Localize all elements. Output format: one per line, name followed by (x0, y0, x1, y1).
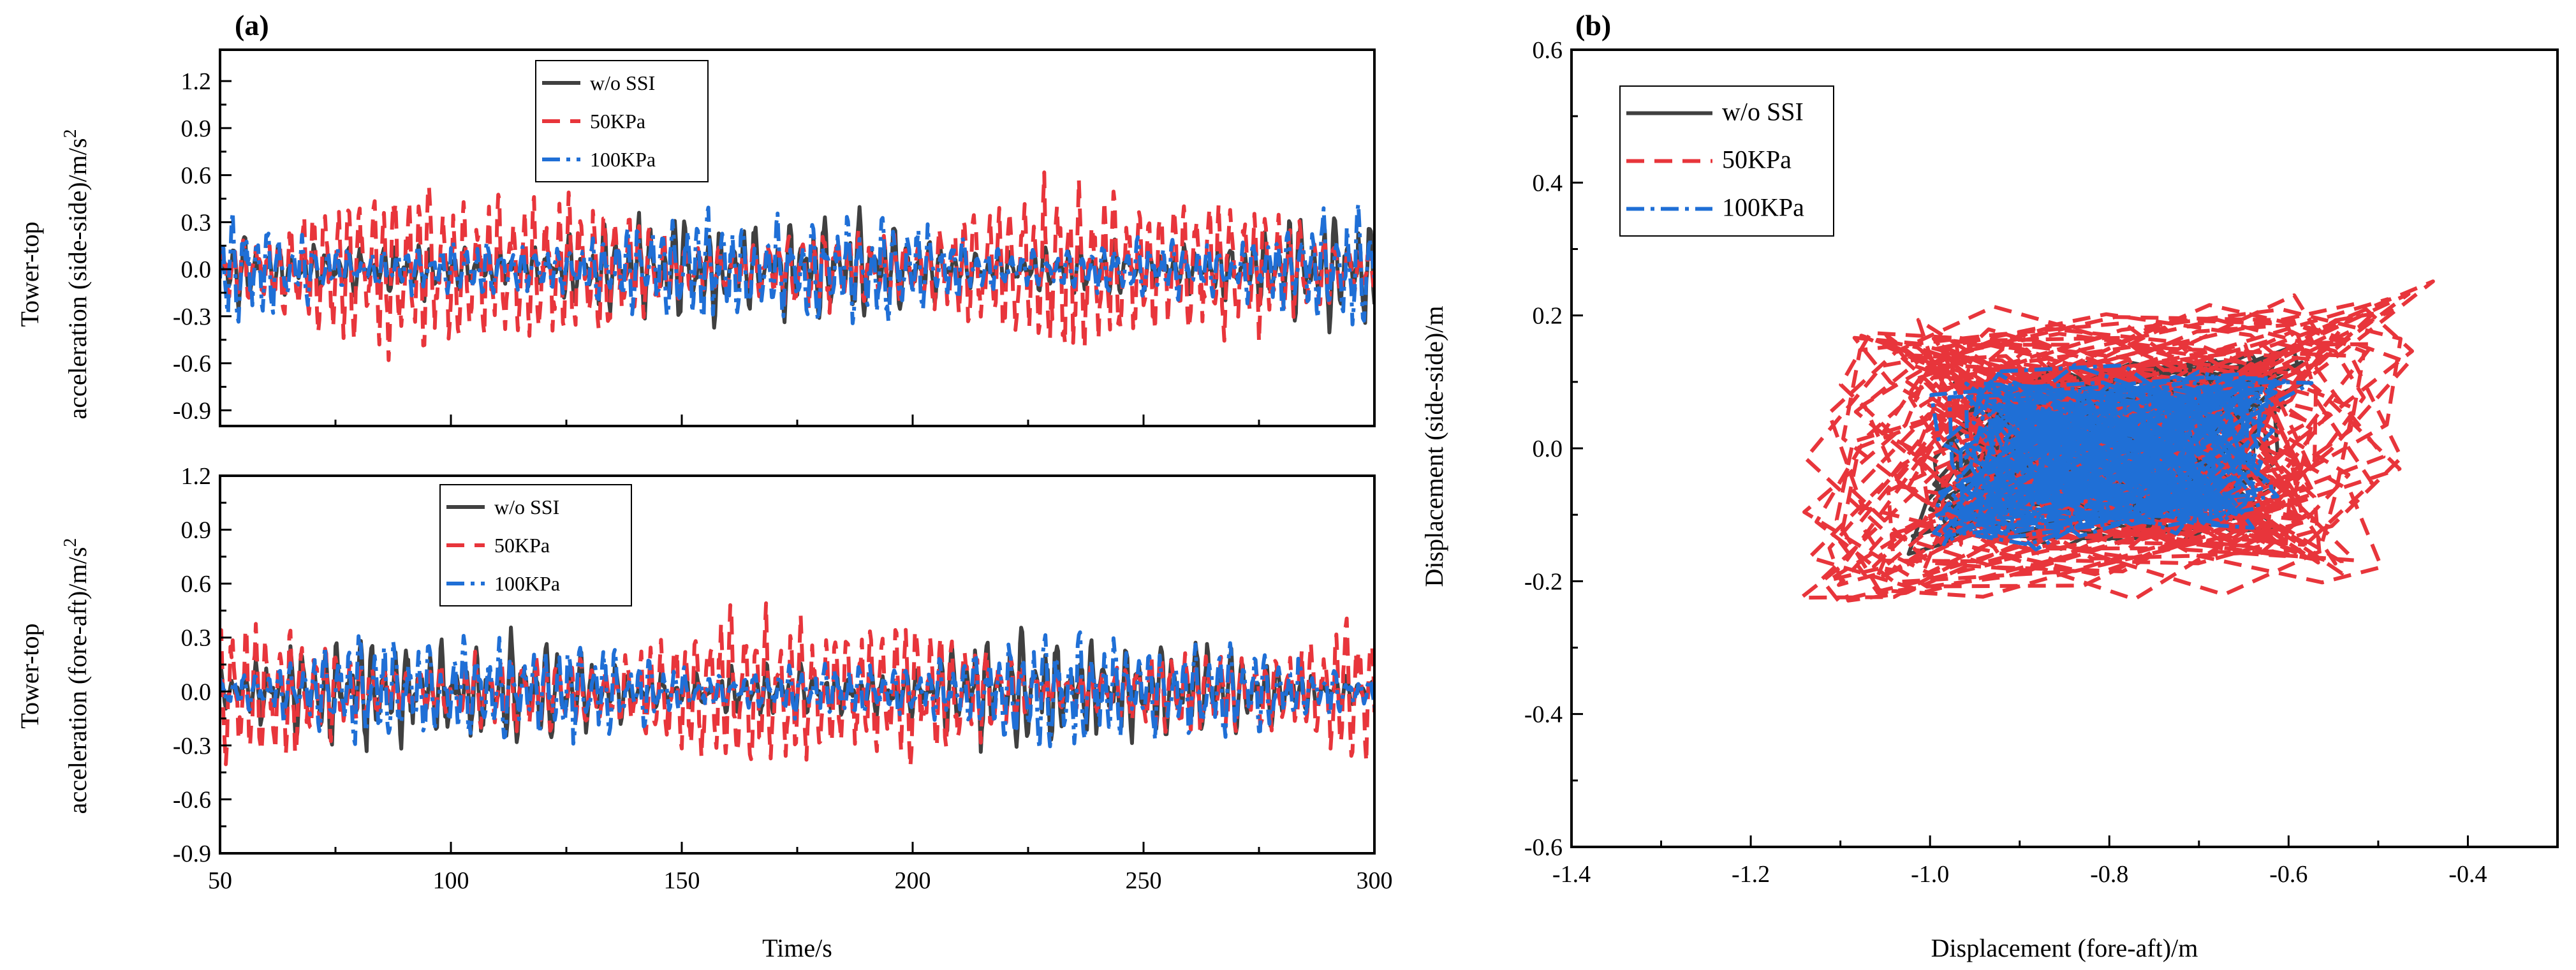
orbit-line-100kpa (1929, 363, 2314, 552)
legend-box (439, 484, 632, 606)
legend: w/o SSI 50KPa 100KPa (535, 60, 709, 182)
y-tick-label: 0.4 (1533, 170, 1563, 196)
y-axis-label-text: acceleration (side-side)/m/s (63, 138, 92, 420)
x-tick-label: 50 (208, 867, 232, 894)
x-tick-label: 250 (1126, 867, 1162, 894)
y-tick-label: -0.3 (173, 733, 211, 760)
y-tick-label: 0.6 (1533, 37, 1563, 64)
legend-entry: w/o SSI (590, 71, 655, 94)
y-tick-label: 1.2 (181, 68, 212, 95)
y-tick-label: -0.9 (173, 841, 211, 867)
x-tick-label: -1.4 (1552, 861, 1591, 888)
y-tick-label: -0.2 (1524, 568, 1563, 595)
chart-a-bottom: 50 100 150 200 250 300 -0.9 -0.6 -0.3 0.0 0.3 0.6 0.… (15, 463, 1393, 962)
y-axis-label-line2: acceleration (side-side)/m/s2 (61, 129, 92, 420)
legend-entry: 100KPa (1722, 193, 1804, 222)
y-tick-label: 0.3 (181, 625, 212, 652)
y-tick-label: 0.0 (1533, 436, 1563, 462)
x-tick-label: 300 (1357, 867, 1393, 894)
y-tick-label: -0.9 (173, 397, 211, 424)
chart-a-top: -0.9 -0.6 -0.3 0.0 0.3 0.6 0.9 1.2 Tower-top ac… (15, 48, 1376, 427)
plot-frame (219, 48, 1376, 427)
legend: w/o SSI 50KPa 100KPa (1619, 85, 1834, 237)
x-tick-label: 150 (664, 867, 700, 894)
series-line-100kpa (220, 630, 1374, 751)
y-tick-label: 0.9 (181, 115, 212, 142)
y-axis-label-superscript: 2 (61, 129, 80, 138)
y-axis-label-line1: Tower-top (15, 623, 44, 728)
x-tick-label: -1.2 (1732, 861, 1770, 888)
x-tick-label: 100 (433, 867, 469, 894)
legend-entry: 50KPa (590, 110, 645, 133)
y-axis-label-text: acceleration (fore-aft)/m/s (63, 547, 92, 814)
chart-b-orbit: -1.4 -1.2 -1.0 -0.8 -0.6 -0.4 -0.6 -0.4 -0.2 0.0 0… (1420, 37, 2559, 962)
y-tick-label: -0.6 (173, 351, 211, 378)
y-tick-label: 0.6 (181, 163, 212, 189)
x-tick-label: -0.4 (2448, 861, 2487, 888)
x-tick-label: -0.8 (2090, 861, 2128, 888)
y-tick-label: 0.0 (181, 256, 212, 283)
orbit-line-50kpa (1799, 279, 2435, 603)
y-tick-label: -0.4 (1524, 702, 1563, 728)
series-line-50kpa (220, 170, 1374, 362)
panel-label-a: (a) (235, 9, 269, 41)
legend-entry: 100KPa (494, 572, 560, 595)
y-tick-label: 0.6 (181, 571, 212, 598)
legend: w/o SSI 50KPa 100KPa (439, 484, 632, 606)
y-tick-label: -0.6 (173, 786, 211, 813)
x-tick-label: -0.6 (2269, 861, 2307, 888)
legend-entry: 50KPa (1722, 145, 1792, 174)
x-tick-label: 200 (895, 867, 931, 894)
y-tick-label: 0.0 (181, 679, 212, 705)
x-tick-label: -1.0 (1911, 861, 1949, 888)
x-axis-label: Displacement (fore-aft)/m (1931, 934, 2198, 962)
legend-entry: w/o SSI (1722, 98, 1804, 126)
y-axis-label-line1: Tower-top (15, 221, 44, 327)
legend-entry: 100KPa (590, 148, 656, 171)
y-axis-label-line2: acceleration (fore-aft)/m/s2 (61, 538, 92, 814)
series-line-100kpa (220, 202, 1374, 327)
panel-label-b: (b) (1575, 9, 1611, 41)
y-tick-label: 0.3 (181, 209, 212, 236)
legend-entry: 50KPa (494, 534, 550, 557)
y-tick-label: 0.2 (1533, 303, 1563, 330)
y-tick-label: -0.6 (1524, 834, 1563, 861)
y-tick-label: 1.2 (181, 463, 212, 490)
x-axis-label: Time/s (762, 934, 832, 962)
y-tick-label: 0.9 (181, 517, 212, 544)
y-axis-label-superscript: 2 (61, 538, 80, 547)
y-tick-label: -0.3 (173, 304, 211, 330)
legend-box (535, 60, 709, 182)
y-axis-label: Displacement (side-side)/m (1420, 306, 1448, 587)
legend-entry: w/o SSI (494, 496, 559, 518)
